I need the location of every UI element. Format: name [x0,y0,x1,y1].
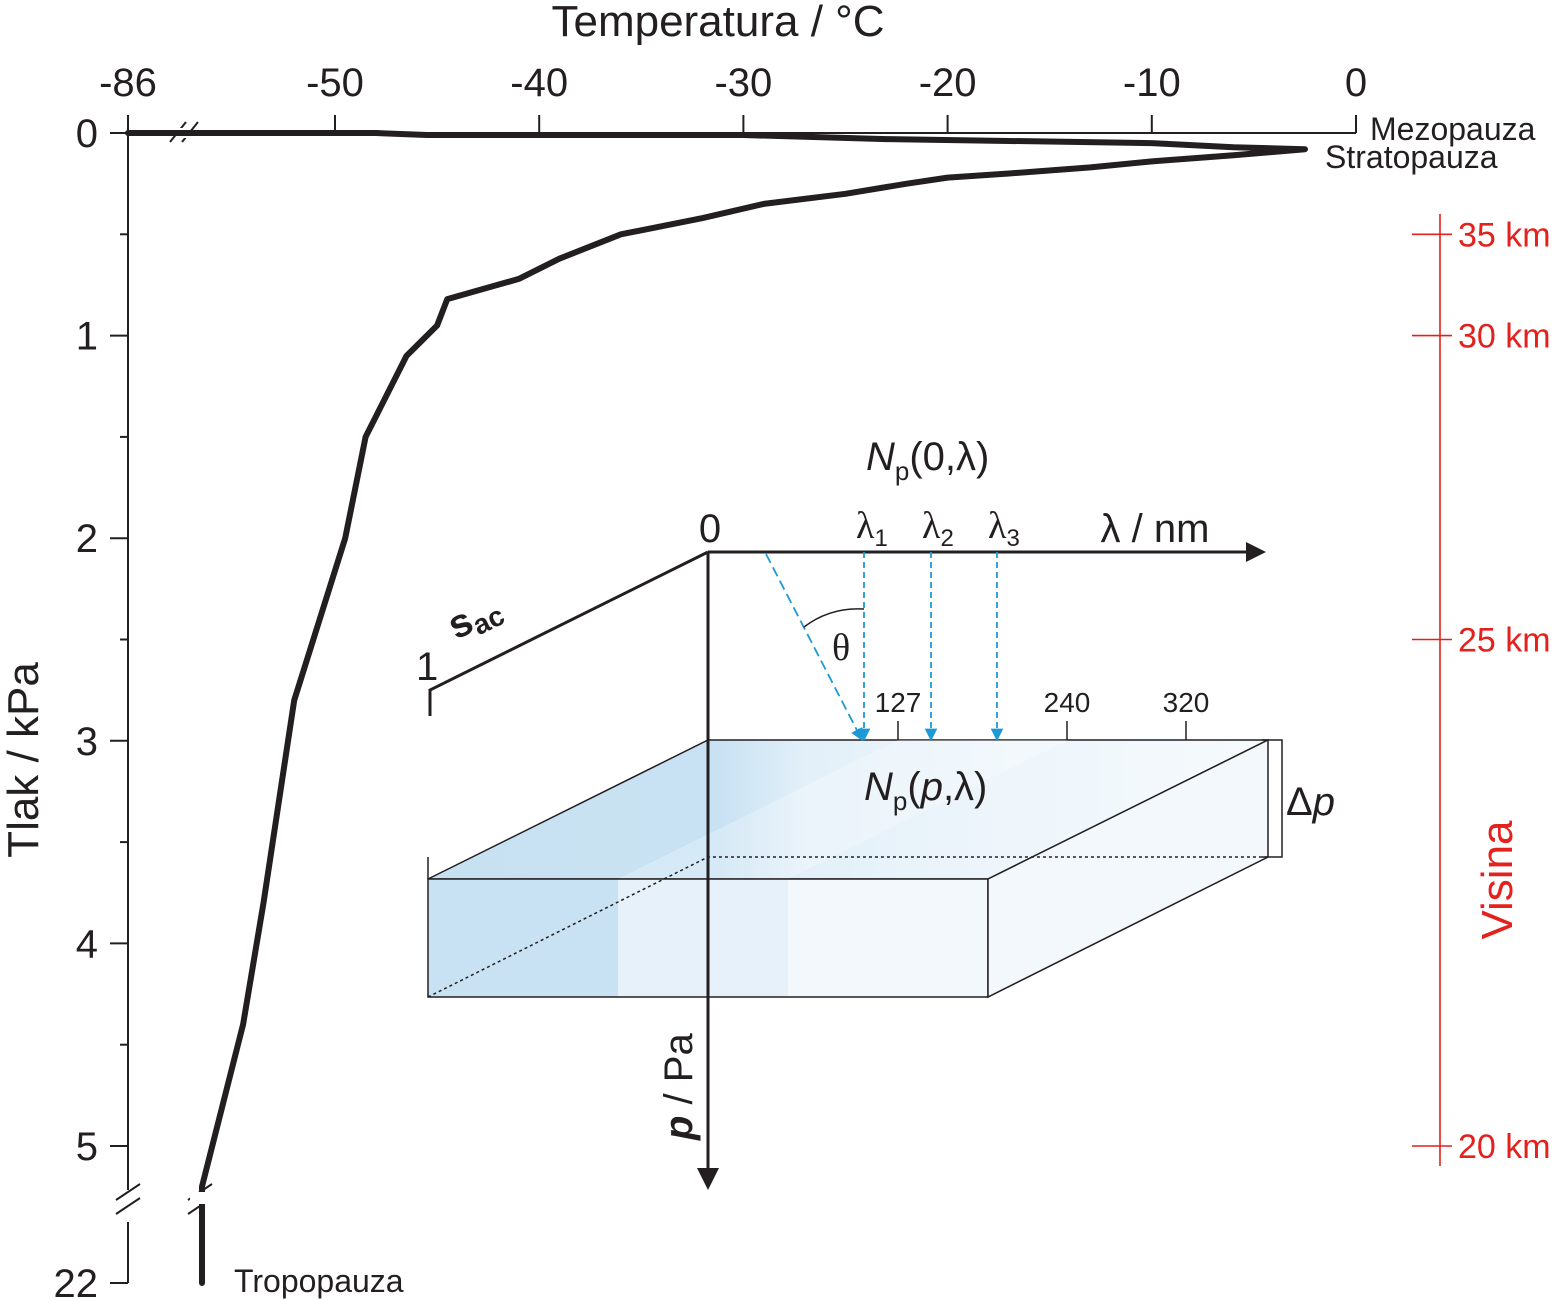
lambda-2-label: λ2 [922,505,954,552]
slab-scale-label-240: 240 [1044,687,1091,718]
y-tick-label: 0 [76,112,98,156]
x-tick-label: -10 [1123,61,1181,105]
axis-break-marks [115,121,213,1215]
right-axis-title: Visina [1473,820,1522,940]
y-tick-label: 22 [54,1262,99,1300]
y-tick-label: 1 [76,315,98,359]
y-axis-break-mark [115,1183,141,1215]
delta-p-label: Δp [1286,780,1335,824]
temperature-profile-line [125,130,1308,1286]
x-tick-label: 0 [1345,61,1367,105]
right-tick-label: 30 km [1458,318,1551,356]
slab-scale-label-127: 127 [875,687,922,718]
y-tick-label: 4 [76,922,98,966]
y-tick-label: 3 [76,720,98,764]
x-axis-ticks: -86 -50 -40 -30 -20 -10 0 [99,61,1367,133]
y-tick-label: 2 [76,517,98,561]
slab-scale [897,721,1187,740]
slab-top-highlight [618,740,1068,879]
x-tick-label: -30 [714,61,772,105]
x-tick-label: -86 [99,61,157,105]
wavelength-axis-arrowhead [1246,542,1266,562]
npp-label: Np(p,λ) [864,765,987,816]
right-tick-label: 35 km [1458,216,1551,254]
sac-one-label: 1 [416,645,438,689]
layer-diagram: Δp sac 1 p / Pa 0 λ / nm λ1 λ2 λ3 Np(0,λ… [416,435,1335,1190]
profile-break-gap [190,1192,214,1204]
y-tick-label: 5 [76,1125,98,1169]
right-tick-label: 25 km [1458,622,1551,660]
slab-front-face-mid [618,879,788,997]
sac-label: sac [441,585,510,651]
y-axis-left: 0 1 2 3 4 5 22 Tlak / kPa [0,112,129,1300]
theta-arc [803,608,865,628]
lambda-3-label: λ3 [988,505,1020,552]
x-axis-top: -86 -50 -40 -30 -20 -10 0 Temperatura / °C [99,0,1367,134]
mesopause-label: Mezopauza [1370,111,1536,147]
sac-axis-line [428,550,709,716]
right-tick-label: 20 km [1458,1128,1551,1166]
x-tick-label: -50 [306,61,364,105]
lambda-1-label: λ1 [856,505,888,552]
p-axis-arrowhead [697,1168,719,1190]
origin-label: 0 [699,507,721,551]
y-axis-title: Tlak / kPa [0,662,48,858]
y-axis-ticks: 0 1 2 3 4 5 22 [54,112,128,1300]
np0-label: Np(0,λ) [866,435,989,486]
tropopause-label: Tropopauza [234,1263,404,1299]
right-axis-ticks: 35 km 30 km 25 km 20 km [1412,216,1551,1166]
ray-slanted [765,553,863,742]
slab-scale-label-320: 320 [1163,687,1210,718]
x-tick-label: -20 [919,61,977,105]
p-axis-label: p / Pa [657,1033,701,1141]
slab-front-face-dark [428,879,618,997]
theta-label: θ [832,627,850,669]
stratopause-label: Stratopauza [1325,139,1498,175]
x-tick-label: -40 [510,61,568,105]
right-altitude-axis: 35 km 30 km 25 km 20 km Visina [1412,214,1551,1166]
wavelength-axis-label: λ / nm [1101,507,1210,551]
x-axis-title: Temperatura / °C [551,0,884,46]
delta-p-bracket [1262,739,1283,858]
slab-front-face-light [788,879,988,997]
